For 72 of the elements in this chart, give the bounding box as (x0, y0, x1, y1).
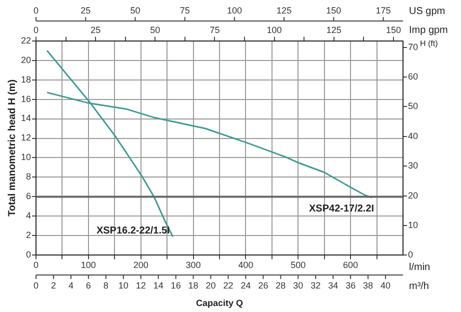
y-tick-label: 4 (26, 210, 32, 221)
y-tick-label: 16 (20, 94, 32, 104)
text: 8 (103, 280, 108, 290)
text: 50 (130, 5, 140, 16)
text: 28 (276, 280, 286, 290)
y-tick-label: 12 (20, 132, 32, 143)
y2-tick-label: 50 (408, 101, 418, 112)
text: 125 (276, 5, 292, 16)
x-tick-label: 0 (34, 260, 39, 270)
x2-tick-label: 100 (266, 24, 282, 35)
y2-tick-label: 20 (408, 190, 418, 200)
text: Capacity Q (196, 298, 244, 308)
x2-axis-title: Imp gpm (408, 24, 448, 36)
x2-tick-label: 150 (386, 24, 401, 35)
text: 16 (170, 280, 181, 290)
x-tick-label: 500 (290, 260, 306, 270)
text: 38 (363, 280, 374, 290)
text: 22 (223, 280, 234, 290)
series-label: XSP42-17/2.2I (309, 203, 374, 214)
text: 32 (310, 280, 321, 290)
y-tick-label: 20 (20, 54, 32, 65)
y-tick-label: 10 (20, 152, 32, 162)
x-axis-title: l/min (408, 262, 430, 273)
x2-tick-label: 25 (90, 24, 101, 35)
text: 14 (153, 280, 164, 290)
y-tick-label: 2 (26, 230, 32, 240)
text: 12 (136, 280, 146, 290)
text: 150 (326, 5, 342, 16)
x2-tick-label: 125 (326, 24, 342, 35)
text: 0 (34, 280, 39, 290)
x-tick-label: 100 (80, 260, 96, 270)
text: 175 (376, 5, 391, 16)
x2-tick-label: 50 (150, 24, 160, 35)
y2-tick-label: 30 (408, 160, 418, 171)
y2-tick-label: 10 (408, 220, 418, 230)
text: 40 (380, 280, 391, 290)
text: 36 (346, 280, 356, 290)
text: 0 (34, 5, 39, 16)
text: 10 (118, 280, 128, 290)
text: 26 (258, 280, 268, 290)
text: 30 (293, 280, 304, 290)
x-tick-label: 400 (238, 260, 254, 270)
text: 24 (240, 280, 251, 290)
x-tick-label: 200 (133, 260, 148, 270)
y2-tick-label: 0 (408, 250, 414, 260)
series-label: XSP16.2-22/1.5I (96, 225, 170, 236)
text: m³/h (408, 280, 429, 292)
y2-tick-label: 40 (408, 130, 418, 141)
y-tick-label: 6 (26, 191, 32, 202)
y-axis-title: Total manometric head H (m) (6, 79, 18, 217)
text: US gpm (408, 6, 446, 17)
x2-tick-label: 75 (210, 24, 220, 35)
text: 6 (86, 280, 91, 290)
x2-tick-label: 0 (34, 24, 39, 35)
text: 18 (188, 280, 198, 290)
y2-tick-label: 60 (408, 72, 418, 82)
text: 20 (206, 280, 216, 290)
text: 100 (226, 5, 242, 16)
y-tick-label: 18 (20, 74, 32, 84)
y-tick-label: 22 (20, 35, 32, 46)
y2-tick-label: 70 (408, 42, 418, 52)
text: 2 (50, 280, 56, 290)
y-tick-label: 14 (20, 113, 32, 124)
y-tick-label: 8 (26, 172, 32, 182)
x-tick-label: 600 (343, 260, 358, 270)
text: 34 (328, 280, 338, 290)
x-tick-label: 300 (186, 260, 201, 270)
text: 4 (68, 280, 74, 290)
text: 25 (80, 5, 91, 16)
text: 75 (180, 5, 190, 16)
y2-axis-title: H (ft) (420, 39, 438, 48)
y-tick-label: 0 (26, 250, 32, 260)
